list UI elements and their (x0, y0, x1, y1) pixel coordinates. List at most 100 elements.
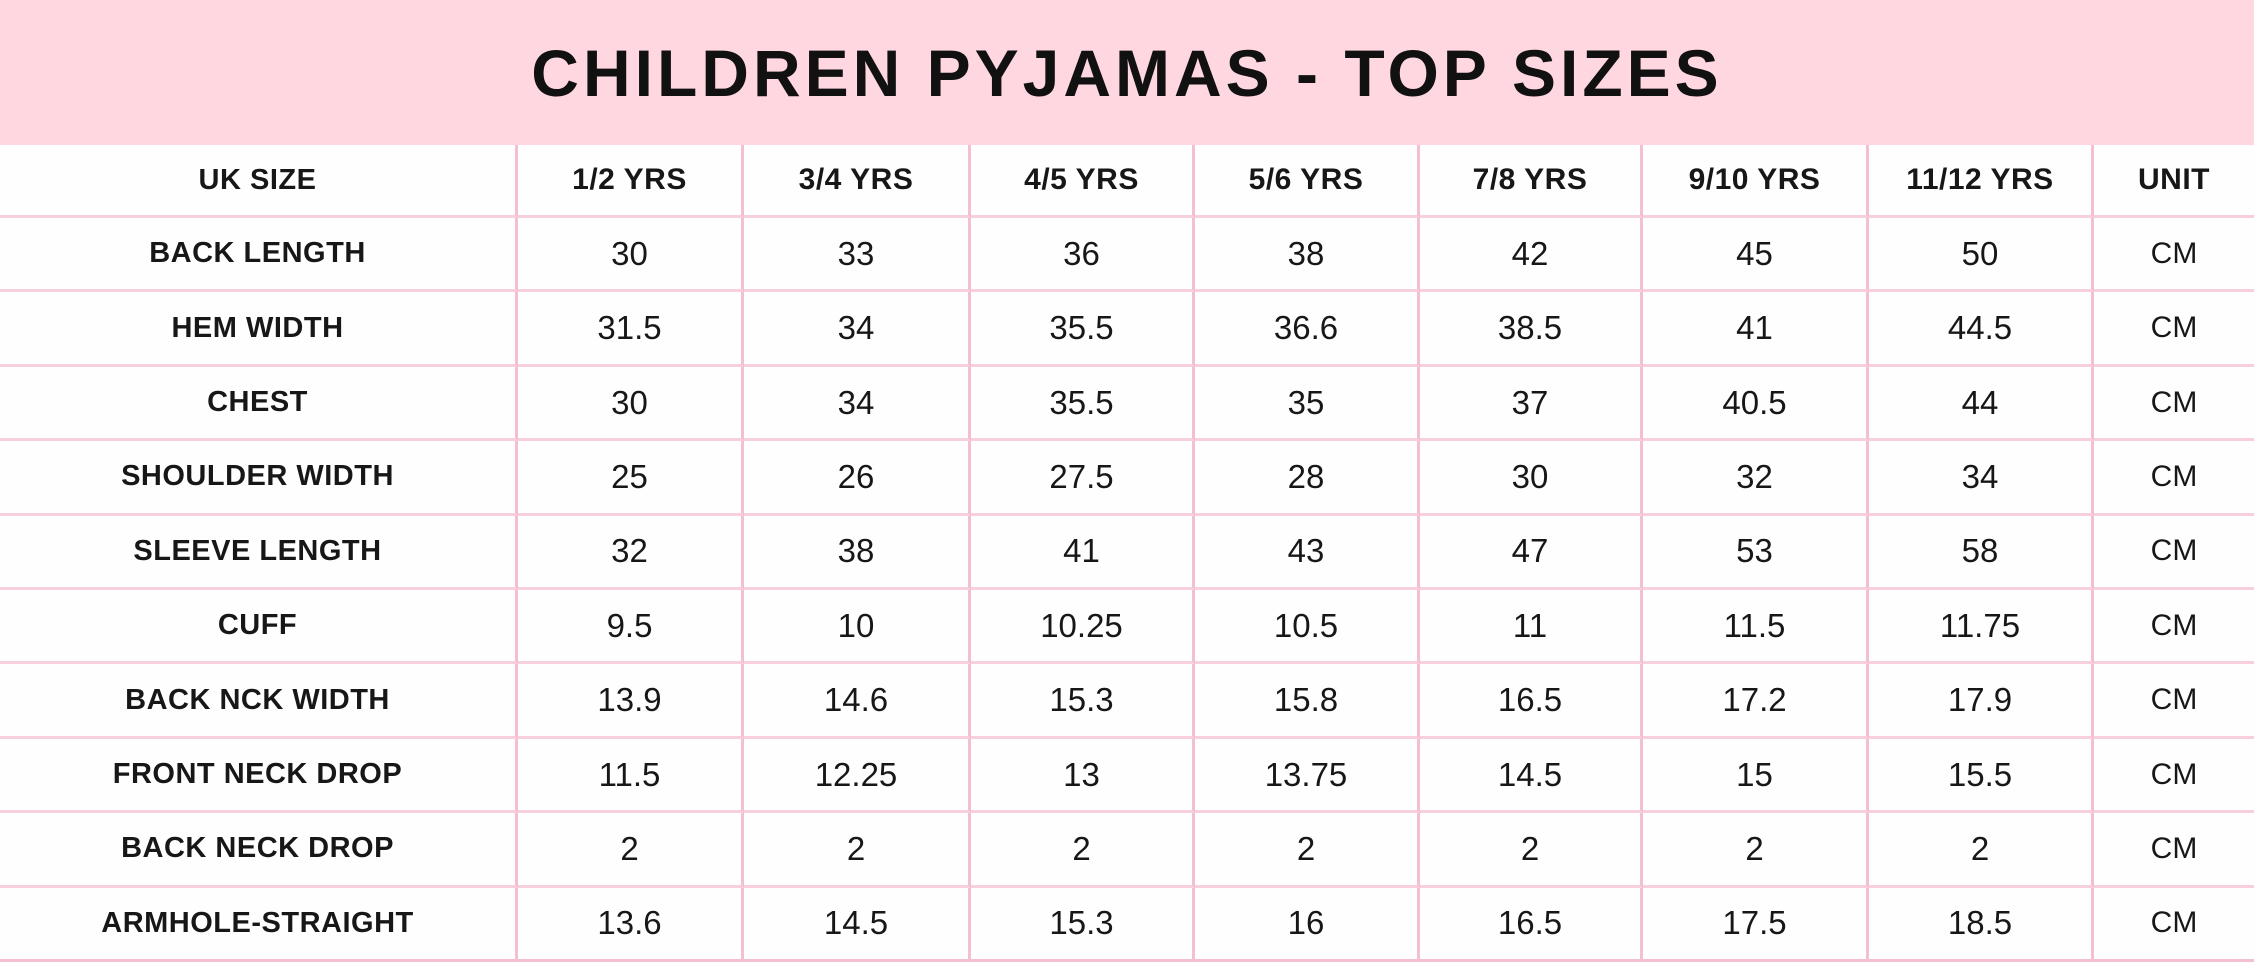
table-row: SHOULDER WIDTH 25 26 27.5 28 30 32 34 CM (0, 441, 2254, 516)
value-cell: 16 (1195, 887, 1420, 962)
column-header: 5/6 YRS (1195, 145, 1420, 218)
table-header-row: UK SIZE 1/2 YRS 3/4 YRS 4/5 YRS 5/6 YRS 7/8 Y… (0, 145, 2254, 218)
row-label: SHOULDER WIDTH (0, 441, 518, 516)
value-cell: 41 (971, 515, 1195, 591)
unit-cell: CM (2094, 813, 2254, 888)
value-cell: 14.5 (1420, 738, 1643, 814)
value-cell: 15.3 (971, 887, 1195, 962)
page-title: CHILDREN PYJAMAS - TOP SIZES (531, 35, 1723, 110)
value-cell: 36 (971, 218, 1195, 293)
value-cell: 34 (744, 366, 971, 442)
value-cell: 10.5 (1195, 590, 1420, 665)
value-cell: 27.5 (971, 441, 1195, 516)
value-cell: 38 (744, 515, 971, 591)
value-cell: 30 (1420, 441, 1643, 516)
value-cell: 44.5 (1869, 292, 2094, 367)
value-cell: 17.2 (1643, 664, 1869, 739)
value-cell: 15.5 (1869, 738, 2094, 814)
value-cell: 38.5 (1420, 292, 1643, 367)
value-cell: 45 (1643, 218, 1869, 293)
table-row: CHEST 30 34 35.5 35 37 40.5 44 CM (0, 366, 2254, 442)
value-cell: 32 (1643, 441, 1869, 516)
value-cell: 11.5 (1643, 590, 1869, 665)
value-cell: 14.6 (744, 664, 971, 739)
size-table: UK SIZE 1/2 YRS 3/4 YRS 4/5 YRS 5/6 YRS 7/8 Y… (0, 145, 2254, 962)
unit-cell: CM (2094, 218, 2254, 293)
value-cell: 58 (1869, 515, 2094, 591)
value-cell: 2 (1195, 813, 1420, 888)
value-cell: 16.5 (1420, 664, 1643, 739)
value-cell: 2 (971, 813, 1195, 888)
value-cell: 41 (1643, 292, 1869, 367)
row-label: BACK NCK WIDTH (0, 664, 518, 739)
value-cell: 25 (518, 441, 744, 516)
value-cell: 2 (744, 813, 971, 888)
value-cell: 11.75 (1869, 590, 2094, 665)
title-banner: CHILDREN PYJAMAS - TOP SIZES (0, 0, 2254, 145)
value-cell: 35.5 (971, 292, 1195, 367)
table-row: BACK NCK WIDTH 13.9 14.6 15.3 15.8 16.5 17.2 17… (0, 664, 2254, 739)
value-cell: 13 (971, 738, 1195, 814)
value-cell: 36.6 (1195, 292, 1420, 367)
value-cell: 2 (1420, 813, 1643, 888)
value-cell: 12.25 (744, 738, 971, 814)
value-cell: 30 (518, 366, 744, 442)
column-header: 1/2 YRS (518, 145, 744, 218)
value-cell: 50 (1869, 218, 2094, 293)
table-row: BACK NECK DROP 2 2 2 2 2 2 2 CM (0, 813, 2254, 888)
row-label: BACK LENGTH (0, 218, 518, 293)
row-label: CUFF (0, 590, 518, 665)
table-row: CUFF 9.5 10 10.25 10.5 11 11.5 11.75 CM (0, 590, 2254, 665)
table-row: FRONT NECK DROP 11.5 12.25 13 13.75 14.5 15 15.… (0, 738, 2254, 814)
value-cell: 42 (1420, 218, 1643, 293)
value-cell: 34 (1869, 441, 2094, 516)
value-cell: 17.9 (1869, 664, 2094, 739)
value-cell: 43 (1195, 515, 1420, 591)
value-cell: 10.25 (971, 590, 1195, 665)
column-header: 4/5 YRS (971, 145, 1195, 218)
value-cell: 37 (1420, 366, 1643, 442)
value-cell: 38 (1195, 218, 1420, 293)
value-cell: 40.5 (1643, 366, 1869, 442)
value-cell: 34 (744, 292, 971, 367)
table-row: ARMHOLE-STRAIGHT 13.6 14.5 15.3 16 16.5 17.5 18… (0, 887, 2254, 962)
value-cell: 30 (518, 218, 744, 293)
value-cell: 13.9 (518, 664, 744, 739)
unit-cell: CM (2094, 441, 2254, 516)
row-label: FRONT NECK DROP (0, 738, 518, 814)
value-cell: 47 (1420, 515, 1643, 591)
value-cell: 35.5 (971, 366, 1195, 442)
value-cell: 44 (1869, 366, 2094, 442)
unit-cell: CM (2094, 887, 2254, 962)
unit-cell: CM (2094, 292, 2254, 367)
column-header: 9/10 YRS (1643, 145, 1869, 218)
value-cell: 16.5 (1420, 887, 1643, 962)
row-label: CHEST (0, 366, 518, 442)
value-cell: 32 (518, 515, 744, 591)
column-header: 3/4 YRS (744, 145, 971, 218)
value-cell: 28 (1195, 441, 1420, 516)
value-cell: 13.75 (1195, 738, 1420, 814)
column-header: UNIT (2094, 145, 2254, 218)
table-row: BACK LENGTH 30 33 36 38 42 45 50 CM (0, 218, 2254, 293)
value-cell: 15 (1643, 738, 1869, 814)
value-cell: 10 (744, 590, 971, 665)
value-cell: 9.5 (518, 590, 744, 665)
row-label: HEM WIDTH (0, 292, 518, 367)
value-cell: 53 (1643, 515, 1869, 591)
table-row: SLEEVE LENGTH 32 38 41 43 47 53 58 CM (0, 515, 2254, 591)
unit-cell: CM (2094, 664, 2254, 739)
value-cell: 2 (518, 813, 744, 888)
value-cell: 26 (744, 441, 971, 516)
unit-cell: CM (2094, 738, 2254, 814)
value-cell: 13.6 (518, 887, 744, 962)
value-cell: 11 (1420, 590, 1643, 665)
value-cell: 2 (1643, 813, 1869, 888)
row-label: SLEEVE LENGTH (0, 515, 518, 591)
value-cell: 17.5 (1643, 887, 1869, 962)
value-cell: 35 (1195, 366, 1420, 442)
value-cell: 15.8 (1195, 664, 1420, 739)
row-label: BACK NECK DROP (0, 813, 518, 888)
value-cell: 33 (744, 218, 971, 293)
